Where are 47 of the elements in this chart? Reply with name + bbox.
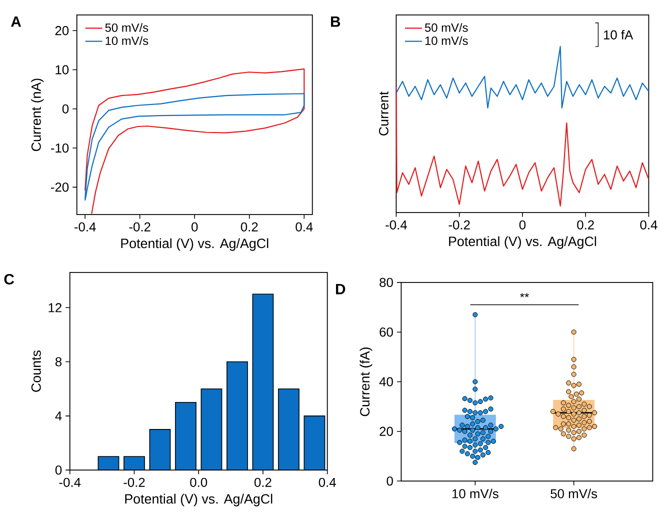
y-tick-label: 8 — [55, 357, 62, 366]
y-tick-label: 20 — [380, 426, 393, 436]
y-axis-title: Current — [378, 92, 388, 136]
y-tick-label: 0 — [55, 465, 62, 475]
legend-label: 50 mV/s — [424, 23, 468, 32]
y-axis-title: Counts — [31, 350, 41, 392]
x-tick-label: 0.4 — [640, 220, 658, 230]
x-tick-label: 0 — [192, 222, 198, 232]
x-tick-label: -0.2 — [124, 478, 145, 487]
x-tick-label: 0.4 — [318, 478, 336, 487]
x-tick-label: -0.4 — [59, 478, 81, 487]
y-axis-title: Current (nA) — [31, 78, 44, 152]
y-tick-label: -10 — [50, 143, 69, 153]
y-tick-label: 10 — [56, 65, 69, 74]
x-tick-label: -0.4 — [386, 220, 407, 230]
y-tick-label: -20 — [50, 182, 69, 192]
legend-label: 50 mV/s — [105, 23, 148, 32]
line-series — [84, 68, 305, 214]
y-tick-label: 80 — [380, 278, 393, 288]
chart-title: A — [11, 16, 22, 27]
text: 10 fA — [604, 30, 634, 40]
x-tick-label: 0.2 — [577, 220, 594, 230]
chart-title: B — [331, 16, 340, 27]
x-tick-label: 0.4 — [296, 222, 313, 232]
line-series — [84, 93, 305, 202]
x-axis-title: Potential (V) vs. Ag/AgCl — [449, 236, 596, 249]
y-tick-label: 20 — [55, 26, 69, 36]
x-tick-label: 0.0 — [190, 478, 208, 487]
x-axis-title: Potential (V) vs. Ag/AgCl — [121, 238, 268, 251]
x-tick-label: -0.2 — [448, 220, 470, 230]
x-tick-label: -0.4 — [74, 222, 96, 232]
y-tick-label: 12 — [48, 303, 62, 312]
x-tick-label: -0.2 — [129, 222, 150, 232]
y-tick-label: 0 — [62, 104, 69, 114]
chart-title: C — [4, 274, 14, 285]
x-tick-label: 0.2 — [240, 222, 258, 232]
y-tick-label: 4 — [55, 411, 62, 420]
y-axis-title: Current (fA) — [360, 348, 372, 416]
legend-label: 10 mV/s — [425, 36, 468, 45]
y-tick-label: 60 — [380, 328, 393, 337]
legend-label: 10 mV/s — [106, 36, 148, 46]
x-axis-title: Potential (V) vs. Ag/AgCl — [125, 494, 272, 506]
y-tick-label: 40 — [379, 377, 393, 386]
x-tick-label: 0 — [519, 220, 526, 230]
annotation: ** — [520, 293, 529, 298]
x-tick-label: 0.2 — [254, 478, 272, 487]
chart-title: D — [336, 284, 346, 294]
